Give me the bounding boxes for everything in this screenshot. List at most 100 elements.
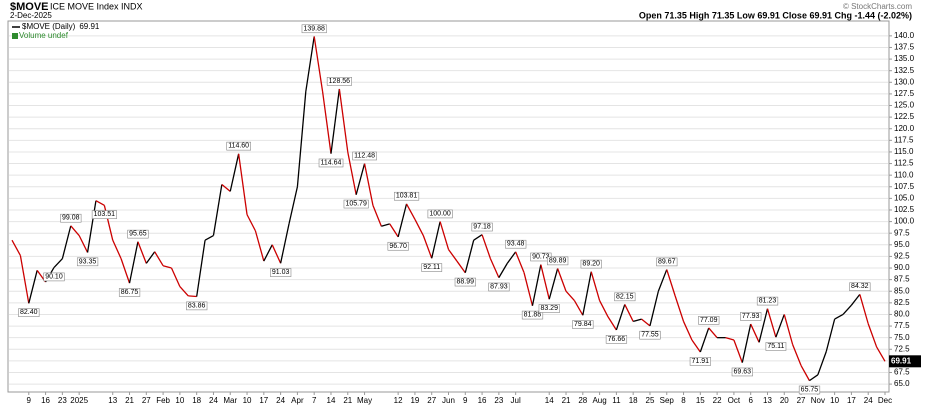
value-label-box (301, 24, 327, 34)
x-tick-label: Aug (592, 396, 606, 405)
x-tick-label: Sep (660, 396, 675, 405)
price-segment (330, 88, 341, 154)
price-segment (473, 234, 483, 241)
value-label-box (43, 272, 65, 282)
x-tick-label: 27 (427, 396, 436, 405)
price-segment (481, 234, 492, 259)
price-segment (691, 339, 701, 353)
x-tick-label: 24 (864, 396, 873, 405)
x-tick-label: 24 (209, 396, 218, 405)
price-segment (850, 293, 861, 306)
value-label: 91.03 (272, 269, 290, 276)
last-value-label: 69.91 (891, 356, 912, 365)
x-tick-label: 23 (58, 396, 67, 405)
price-segment (137, 241, 147, 264)
price-segment (120, 258, 131, 284)
price-segment (867, 323, 878, 348)
value-label: 97.18 (473, 224, 491, 231)
price-segment (221, 183, 231, 192)
price-segment (758, 308, 769, 343)
x-tick-label: 23 (494, 396, 503, 405)
value-label-box (547, 256, 569, 266)
y-tick-label: 87.5 (894, 275, 910, 284)
value-label: 92.11 (423, 264, 440, 271)
price-segment (523, 272, 534, 306)
value-label: 105.79 (345, 201, 367, 208)
y-tick-label: 140.0 (894, 31, 915, 40)
value-label: 82.15 (616, 293, 634, 300)
price-segment (389, 223, 399, 238)
price-segment (95, 200, 105, 206)
x-tick-label: 16 (41, 396, 50, 405)
value-label-box (60, 213, 82, 223)
y-tick-label: 107.5 (894, 182, 915, 191)
value-label-box (656, 257, 678, 267)
value-label: 128.56 (329, 78, 351, 85)
price-segment (439, 221, 450, 250)
value-label: 65.75 (801, 386, 819, 393)
value-label-box (326, 77, 352, 86)
x-tick-label: Oct (728, 396, 741, 405)
price-segment (565, 290, 575, 301)
x-tick-label: 20 (780, 396, 789, 405)
x-tick-label: 11 (612, 396, 621, 405)
value-label-box (394, 191, 420, 201)
value-label-box (270, 268, 292, 277)
chart-subtitle: ICE MOVE Index INDX (50, 1, 143, 11)
credit: © StockCharts.com (843, 2, 912, 11)
value-label-box (521, 310, 544, 320)
value-label: 103.51 (94, 211, 116, 218)
value-label-box (505, 239, 527, 249)
price-segment (204, 234, 214, 241)
x-tick-label: 21 (125, 396, 134, 405)
x-tick-label: 14 (327, 396, 336, 405)
price-segment (859, 294, 869, 324)
price-segment (288, 186, 299, 225)
x-tick-label: 27 (797, 396, 806, 405)
value-label-box (849, 282, 871, 292)
price-segment (725, 337, 735, 341)
y-tick-label: 92.5 (894, 252, 910, 261)
value-label: 90.73 (532, 253, 550, 260)
value-label: 86.75 (121, 289, 139, 296)
x-tick-label: Nov (811, 396, 825, 405)
price-segment (363, 163, 374, 206)
value-label-box (488, 282, 510, 292)
value-label: 112.48 (354, 152, 375, 159)
price-segment (783, 314, 794, 345)
price-segment (876, 346, 886, 362)
x-tick-label: 21 (343, 396, 352, 405)
price-segment (464, 240, 475, 273)
price-segment (70, 225, 80, 236)
price-segment (489, 258, 500, 278)
legend-value: 69.91 (79, 22, 100, 31)
price-segment (674, 295, 685, 322)
value-label-box (343, 199, 369, 209)
y-tick-label: 117.5 (894, 135, 914, 144)
legend-label: Volume undef (19, 31, 69, 40)
value-label-box (798, 385, 821, 395)
price-segment (11, 239, 21, 256)
x-tick-label: 15 (696, 396, 705, 405)
x-tick-label: 7 (312, 396, 317, 405)
price-segment (825, 318, 836, 352)
value-label: 71.91 (692, 358, 710, 365)
last-value-tag (889, 355, 921, 368)
value-label: 81.23 (759, 298, 777, 305)
value-label-box (186, 301, 208, 311)
price-segment (750, 323, 760, 343)
value-label: 87.93 (490, 283, 508, 290)
price-segment (775, 314, 785, 338)
value-label-box (731, 367, 753, 377)
price-segment (196, 240, 206, 297)
price-segment (254, 230, 265, 262)
y-tick-label: 110.0 (894, 170, 914, 179)
value-label: 93.35 (79, 258, 97, 265)
value-label-box (698, 316, 720, 325)
y-tick-label: 72.5 (894, 344, 910, 353)
x-tick-label: 2025 (70, 396, 88, 405)
value-label-box (226, 141, 251, 151)
y-tick-label: 90.0 (894, 263, 910, 272)
value-label-box (352, 151, 377, 161)
